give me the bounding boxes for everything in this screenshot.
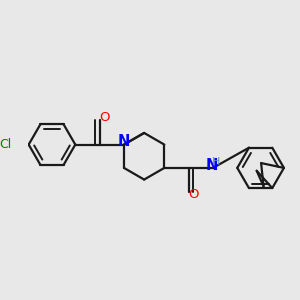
Text: H: H (212, 158, 221, 167)
Text: N: N (118, 134, 130, 149)
Text: Cl: Cl (0, 138, 11, 151)
Text: N: N (206, 158, 218, 173)
Text: O: O (188, 188, 199, 201)
Text: O: O (99, 111, 110, 124)
